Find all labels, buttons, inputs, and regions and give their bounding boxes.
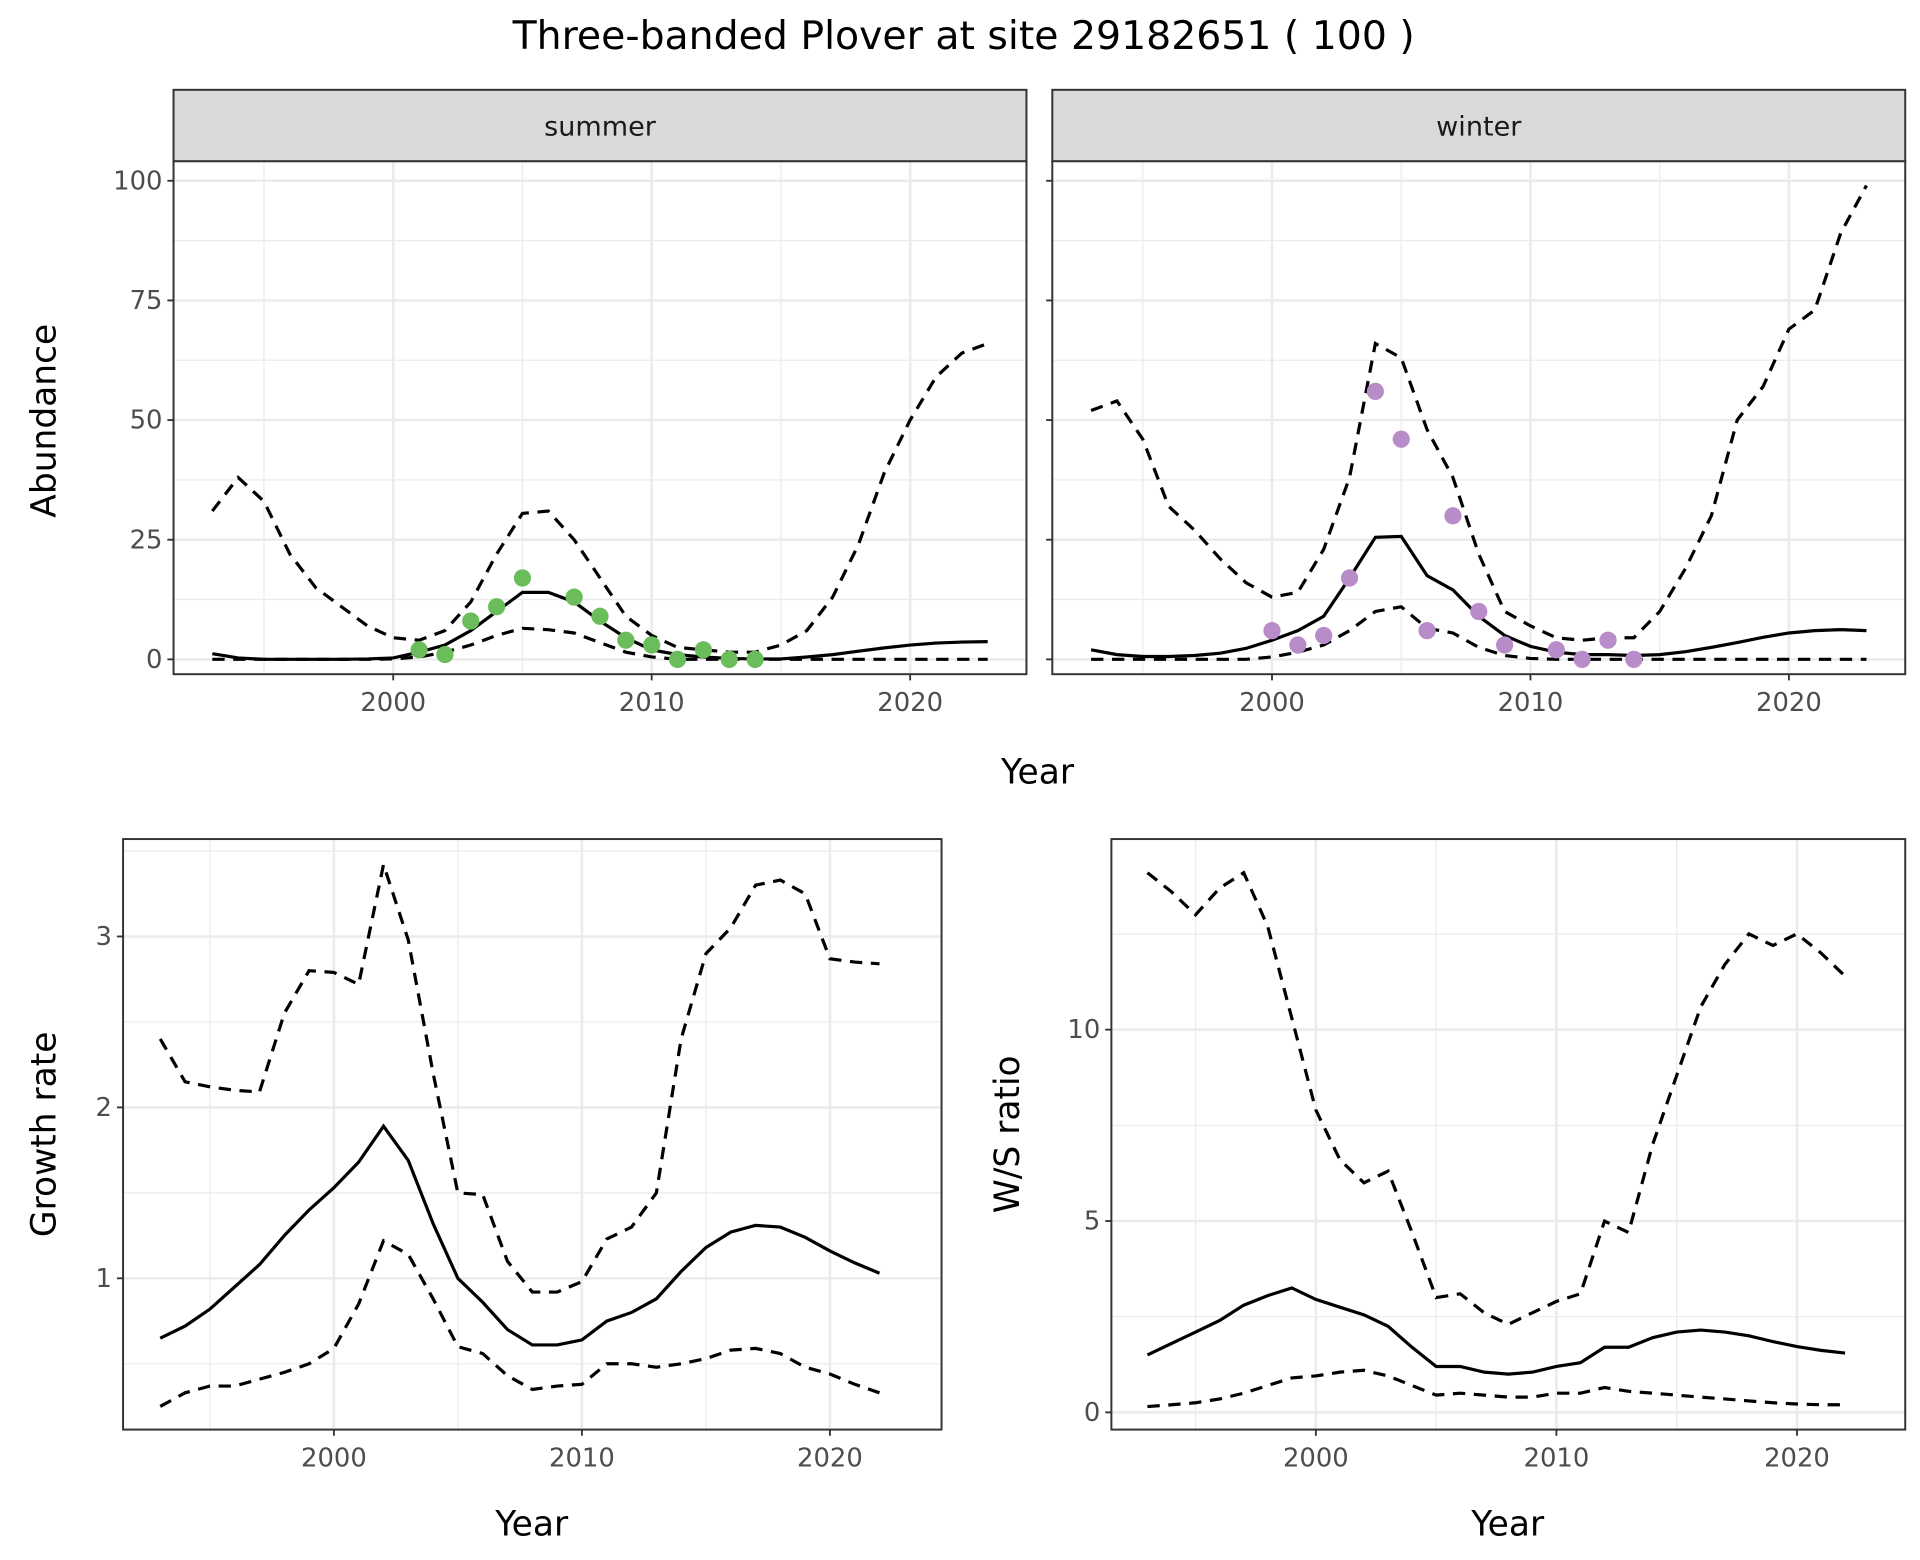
y-tick-label: 5 [1084, 1207, 1100, 1237]
upper-bound-line [158, 858, 880, 1294]
x-tick-label: 2000 [1239, 688, 1305, 718]
y-tick-label: 25 [130, 525, 163, 555]
observed-point [746, 650, 764, 668]
observed-point [1547, 641, 1565, 659]
y-tick-label: 75 [130, 286, 163, 316]
facet-strip [1051, 88, 1907, 163]
plot-background [173, 161, 1027, 675]
x-tick-label: 2020 [1756, 688, 1822, 718]
panel-growth-rate: 2000 2010 2020 1 2 3 [96, 838, 943, 1474]
plot-background [1052, 161, 1906, 675]
y-tick-label: 50 [130, 406, 163, 436]
y-axis-title: W/S ratio [988, 1055, 1028, 1213]
x-tick-label: 2000 [360, 688, 426, 718]
y-tick-label: 2 [96, 1093, 112, 1123]
observed-point [1625, 650, 1643, 668]
facet-strip-label: winter [1436, 111, 1522, 142]
observed-point [1573, 650, 1591, 668]
y-axis-title: Abundance [24, 324, 64, 518]
panel-summer: 2000 2010 2020 0 25 50 75 100 summer [113, 88, 1028, 718]
lower-bound-line [1147, 1368, 1846, 1409]
observed-point [1366, 382, 1384, 400]
x-tick-label: 2020 [877, 688, 943, 718]
observed-point [1340, 569, 1359, 587]
observed-point [565, 588, 583, 606]
x-tick-label: 2010 [1498, 688, 1564, 718]
mean-line [1146, 1286, 1846, 1376]
mean-line [159, 1123, 881, 1347]
panel-border [122, 838, 943, 1431]
y-tick-label: 0 [1084, 1398, 1100, 1428]
observed-point [1289, 636, 1307, 654]
observed-point [410, 641, 428, 659]
y-axis-title: Growth rate [24, 1032, 64, 1238]
panel-winter: 2000 2010 2020 winter [1046, 88, 1907, 718]
observed-point [694, 641, 712, 659]
observed-point [1599, 631, 1617, 649]
observed-point [720, 650, 738, 668]
observed-point [643, 636, 661, 654]
observed-point [591, 607, 609, 625]
observed-point [668, 650, 687, 668]
upper-bound-line [1090, 184, 1868, 642]
lower-bound-line [159, 1238, 881, 1408]
plot-background [1111, 839, 1906, 1430]
x-axis-title: Year [1000, 753, 1075, 793]
x-tick-label: 2000 [301, 1444, 367, 1474]
x-axis-title: Year [1470, 1504, 1545, 1544]
upper-bound-line [211, 341, 989, 654]
observed-point [1315, 626, 1333, 645]
observed-point [1418, 622, 1436, 640]
y-tick-label: 3 [96, 922, 112, 952]
panel-border [1110, 838, 1907, 1431]
x-tick-label: 2010 [1524, 1444, 1590, 1474]
y-tick-label: 10 [1067, 1015, 1100, 1045]
observed-point [513, 569, 532, 587]
x-tick-label: 2010 [619, 688, 685, 718]
facet-strip-label: summer [544, 111, 657, 142]
y-tick-label: 0 [146, 645, 162, 675]
observed-point [1263, 622, 1281, 640]
observed-point [436, 645, 454, 664]
panel-ws-ratio: 2000 2010 2020 0 5 10 [1067, 838, 1907, 1474]
lower-bound-line [1091, 605, 1867, 661]
chart-title: Three-banded Plover at site 29182651 ( 1… [512, 13, 1415, 59]
observed-point [462, 612, 480, 630]
x-axis-title: Year [494, 1504, 569, 1544]
x-tick-label: 2010 [549, 1444, 615, 1474]
observed-point [1470, 602, 1488, 621]
facet-strip [172, 88, 1028, 163]
observed-point [488, 598, 506, 616]
observed-point [1392, 430, 1410, 448]
observed-point [617, 631, 635, 649]
x-tick-label: 2020 [797, 1444, 863, 1474]
observed-point [1496, 636, 1514, 654]
x-tick-label: 2000 [1283, 1444, 1349, 1474]
upper-bound-line [1146, 870, 1847, 1327]
x-tick-label: 2020 [1764, 1444, 1830, 1474]
observed-point [1444, 507, 1462, 525]
y-tick-label: 1 [96, 1264, 112, 1294]
y-tick-label: 100 [113, 166, 162, 196]
